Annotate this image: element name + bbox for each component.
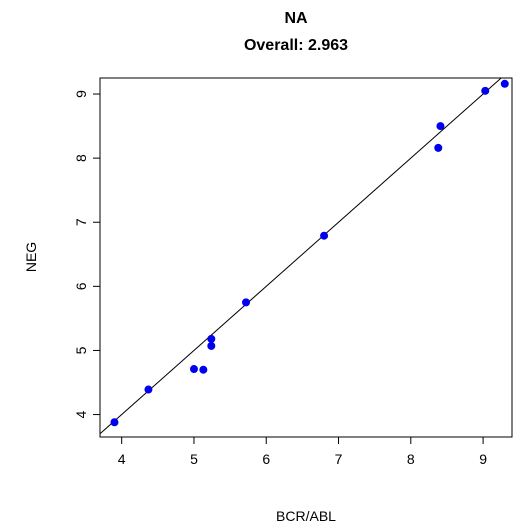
data-point-11 xyxy=(500,79,509,88)
x-tick-label-2: 6 xyxy=(262,451,270,467)
reference-line xyxy=(99,77,502,435)
y-tick-label-0: 4 xyxy=(73,410,89,418)
y-tick-label-4: 8 xyxy=(73,154,89,162)
data-point-9 xyxy=(436,122,445,131)
data-point-6 xyxy=(242,298,251,307)
y-tick-label-3: 7 xyxy=(73,218,89,226)
x-tick-label-5: 9 xyxy=(479,451,487,467)
chart-subtitle: Overall: 2.963 xyxy=(244,37,348,54)
y-tick-label-1: 5 xyxy=(73,346,89,354)
data-point-0 xyxy=(110,418,119,427)
x-tick-label-4: 8 xyxy=(407,451,415,467)
chart-title: NA xyxy=(284,10,308,27)
y-tick-label-2: 6 xyxy=(73,282,89,290)
data-point-4 xyxy=(207,341,216,350)
data-point-2 xyxy=(189,365,198,374)
data-point-5 xyxy=(207,334,216,343)
plot-frame xyxy=(99,77,513,438)
plot-area: 4 5 6 7 8 9 4 5 6 7 8 9 xyxy=(73,77,509,467)
x-tick-label-1: 5 xyxy=(190,451,198,467)
data-point-3 xyxy=(199,365,208,374)
data-point-10 xyxy=(481,86,490,95)
data-point-8 xyxy=(434,143,443,152)
data-point-7 xyxy=(320,231,329,240)
x-axis-label: BCR/ABL xyxy=(276,508,336,524)
y-axis-label: NEG xyxy=(23,242,39,272)
y-tick-label-5: 9 xyxy=(73,90,89,98)
data-point-1 xyxy=(144,385,153,394)
x-tick-label-3: 7 xyxy=(335,451,343,467)
x-tick-label-0: 4 xyxy=(118,451,126,467)
